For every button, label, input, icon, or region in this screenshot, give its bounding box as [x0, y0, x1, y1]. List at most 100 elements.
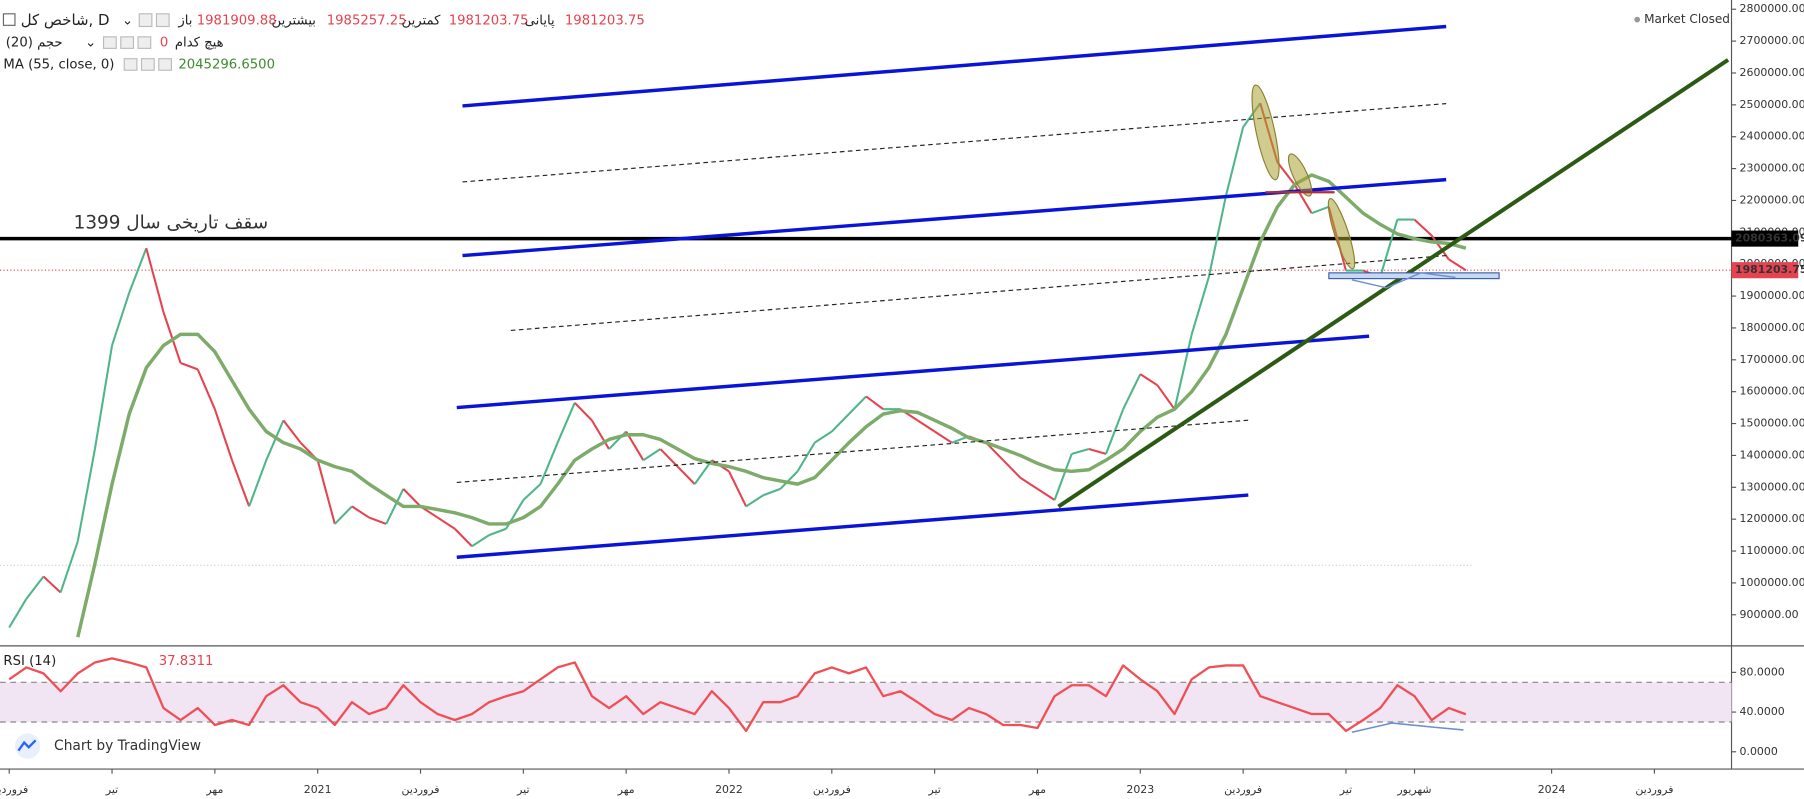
price-segment [831, 413, 850, 433]
x-tick-label: 2022 [715, 783, 743, 796]
dropdown[interactable]: ⌄ [122, 14, 133, 29]
channel-midline [456, 419, 1249, 483]
price-segment [728, 470, 748, 507]
x-tick-label: فروردین [0, 783, 28, 796]
x-tick-label: تیر [105, 783, 118, 796]
x-tick-label: 2024 [1538, 783, 1566, 796]
price-segment [180, 362, 199, 371]
price-segment [1156, 384, 1176, 410]
market-status: Market Closed [1644, 12, 1730, 26]
y-tick-label: 2500000.00 [1740, 98, 1804, 111]
rsi-value: 37.8311 [159, 654, 214, 669]
price-segment [1413, 218, 1433, 237]
collapse-icon[interactable] [2, 13, 16, 26]
price-segment [282, 419, 302, 444]
price-segment [985, 441, 1004, 461]
y-tick-label: 1700000.00 [1740, 353, 1804, 366]
settings-icon[interactable] [138, 13, 153, 28]
channel-line [462, 24, 1447, 108]
y-tick-label: 1800000.00 [1740, 321, 1804, 334]
price-segment [334, 505, 353, 525]
price-segment [916, 419, 936, 433]
rsi-title: RSI (14) [3, 654, 56, 669]
y-tick-label: 2400000.00 [1740, 130, 1804, 143]
price-segment [1190, 276, 1210, 335]
settings-icon[interactable] [137, 36, 152, 49]
ohlc-label: کمترین [402, 14, 442, 29]
legend: شاخص کل, D ⌄ باز 1981909.88 بیشترین 1985… [2, 11, 1730, 759]
y-tick-label: 2700000.00 [1740, 34, 1804, 47]
settings-icon[interactable] [102, 36, 117, 49]
settings-icon[interactable] [158, 58, 173, 71]
x-tick-label: فروردین [1635, 783, 1673, 796]
price-segment [779, 470, 799, 490]
channel-midline [510, 255, 1447, 331]
x-tick-label: تیر [516, 783, 529, 796]
y-tick-label: 1500000.00 [1740, 417, 1804, 430]
y-tick-label: 1100000.00 [1740, 544, 1804, 557]
x-tick-label: 2023 [1126, 783, 1154, 796]
price-segment [128, 247, 148, 294]
price-segment [248, 459, 268, 507]
price-segment [265, 419, 285, 461]
hide-icon[interactable] [155, 13, 170, 28]
branding[interactable]: Chart by TradingView [54, 738, 201, 754]
price-segment [385, 488, 405, 525]
price-segment [1293, 183, 1313, 214]
tv-logo-mark [17, 739, 37, 752]
price-segment [522, 483, 542, 501]
y-tick-label: 2600000.00 [1740, 66, 1804, 79]
price-segment [1139, 373, 1159, 387]
y-tick-label: 0.0000 [1740, 745, 1778, 758]
x-tick-label: فروردین [1224, 783, 1262, 796]
price-segment [231, 459, 251, 507]
price-segment [196, 368, 216, 410]
y-tick-label: 1600000.00 [1740, 385, 1804, 398]
arrow-path [1351, 272, 1456, 289]
price-segment [316, 459, 336, 525]
price-segment [93, 345, 114, 450]
ohlc-label: باز [177, 14, 192, 29]
annotation: سقف تاریخی سال 1399 [74, 212, 268, 233]
ohlc-value: 1985257.25 [327, 14, 407, 29]
settings-icon[interactable] [123, 58, 138, 71]
price-segment [1448, 258, 1467, 272]
price-segment [454, 527, 473, 547]
highlight-ellipse [1251, 84, 1280, 181]
price-segment [659, 448, 679, 468]
price-segment [814, 430, 833, 444]
price-segment [539, 442, 559, 485]
x-tick-label: فروردین [402, 783, 440, 796]
price-segment [402, 488, 422, 508]
x-tick-label: تیر [1339, 783, 1352, 796]
price-segment [934, 430, 953, 444]
rsi-band [0, 682, 1732, 722]
settings-icon[interactable] [120, 36, 135, 49]
price-segment [111, 292, 131, 346]
price-segment [162, 311, 182, 364]
channel-line [456, 334, 1370, 410]
volume-value: 0 [160, 36, 168, 51]
dropdown[interactable]: ⌄ [85, 36, 96, 51]
settings-icon[interactable] [140, 58, 155, 71]
price-label-box [1731, 230, 1799, 247]
x-tick-label: مهر [205, 783, 223, 796]
ma-name: MA (55, close, 0) [3, 57, 114, 72]
channel-line [456, 493, 1249, 559]
ohlc-value: 1981909.88 [197, 14, 277, 29]
price-segment [1311, 205, 1330, 215]
price-label-box [1731, 262, 1799, 279]
y-tick-label: 900000.00 [1740, 608, 1799, 621]
price-segment [796, 442, 816, 472]
price-segment [213, 408, 233, 461]
y-tick-label: 1300000.00 [1740, 480, 1804, 493]
price-label: 2080363.09 [1735, 232, 1804, 245]
x-tick-label: مهر [1028, 783, 1046, 796]
y-tick-label: 1900000.00 [1740, 289, 1804, 302]
symbol-title: شاخص کل, D [21, 11, 110, 29]
y-tick-label: 2800000.00 [1740, 2, 1804, 15]
price-segment [556, 402, 576, 444]
x-tick-label: تیر [927, 783, 940, 796]
